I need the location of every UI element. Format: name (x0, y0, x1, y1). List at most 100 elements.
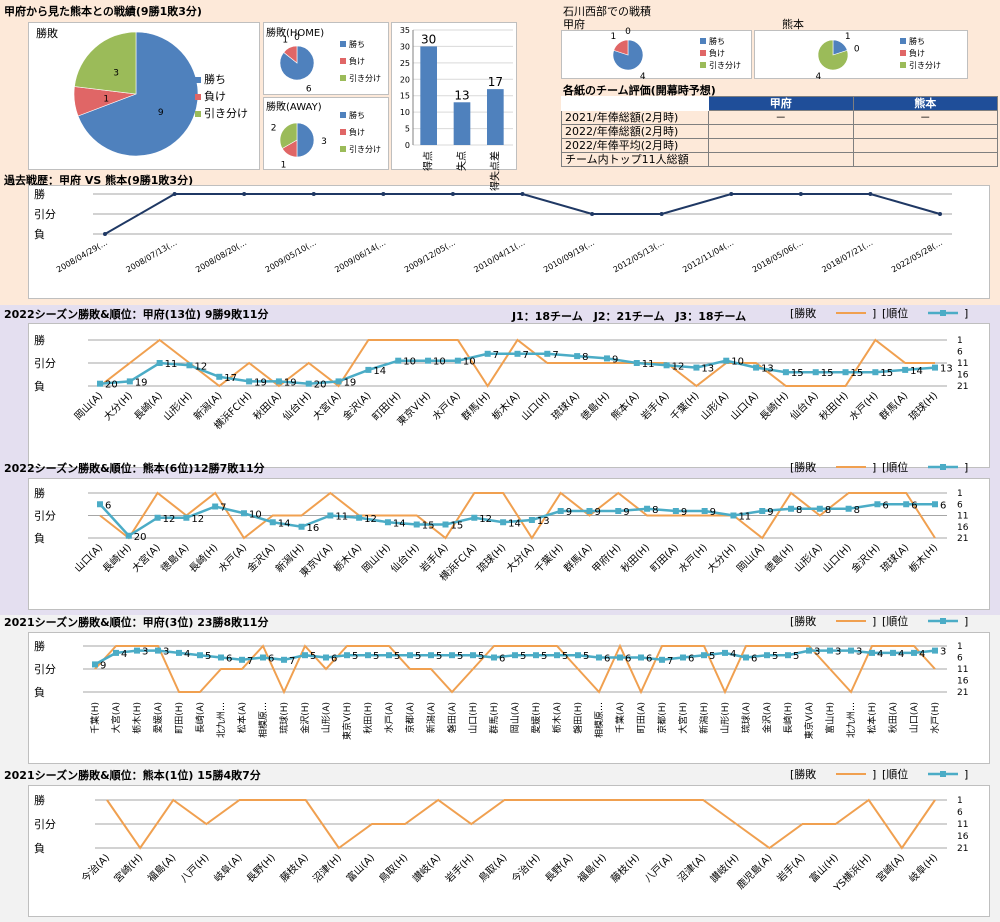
s2022-kofu-category-label: 岩手(A) (638, 389, 672, 423)
s2022-kofu-category-label: 秋田(A) (250, 389, 284, 423)
s2022-kumamoto-rank-point (528, 517, 535, 523)
s2022-kumamoto-rank-label: 11 (335, 512, 348, 523)
s2022-kumamoto-rank-label: 9 (623, 507, 629, 518)
s2021-kofu-rank-point (869, 649, 875, 656)
history-category-label: 2009/06/14(… (333, 238, 387, 274)
s2022-kumamoto-category-label: 岡山(H) (360, 542, 394, 576)
s2022-kumamoto-rank-point (269, 519, 276, 526)
s2022-kofu-rank-label: 13 (701, 364, 714, 375)
s2021-kofu-category-label: 大宮(A) (110, 702, 122, 733)
pie-total-slice-0 (77, 31, 199, 157)
s2022-kumamoto-category-label: 仙台(H) (388, 541, 422, 575)
bar-ytick-4: 20 (400, 75, 410, 84)
s2022-kumamoto-rank-point (154, 514, 161, 521)
s2022-kumamoto-rank-point (759, 508, 766, 514)
s2021-kumamoto-category-label: 讃岐(A) (410, 851, 444, 885)
s2022-kumamoto-rank-label: 12 (479, 514, 492, 525)
s2021-kofu-rank-point (554, 652, 560, 659)
s2021-kofu-rank-point (113, 649, 119, 656)
s2021-kofu-category-label: 相模原… (593, 702, 605, 738)
s2022-kumamoto-rank-point (730, 512, 737, 519)
s2022-kofu-rank-label: 10 (403, 357, 416, 368)
history-category-label: 2009/05/10(… (264, 238, 318, 274)
ishikawa-team-b: 熊本 (782, 18, 804, 31)
pie-ishikawa-kumamoto-slice-2 (817, 39, 849, 71)
s2022-kumamoto-rank-label: 6 (882, 500, 888, 511)
s2022-kofu-rank-point (156, 360, 163, 366)
s2021-kofu-rank-tick-4: 21 (957, 688, 968, 698)
s2022-kofu-rank-point (663, 362, 670, 369)
pie-ishikawa-kofu-legend-swatch-2 (700, 62, 706, 68)
history-result-point (172, 192, 177, 196)
s2022-kofu-category-label: 徳島(H) (578, 389, 612, 423)
pie-away-title: 勝敗(AWAY) (266, 100, 322, 113)
s2021-kofu-rank-label: 5 (457, 651, 463, 662)
pie-ishikawa-kumamoto-slice-label-1: 0 (854, 44, 860, 54)
s2022-kumamoto-category-label: 金沢(A) (244, 541, 278, 575)
s2022-kofu-rank-point (484, 350, 491, 357)
s2022-kofu-rank-label: 19 (135, 377, 148, 388)
s2021-kofu-rank-label: 6 (751, 654, 757, 665)
s2021-kofu-rank-tick-1: 6 (957, 654, 963, 664)
s2021-kofu-legend-result-close: ] (872, 615, 876, 628)
s2022-kofu-rank-point (365, 366, 372, 373)
s2021-kofu-rank-point (932, 647, 938, 654)
s2021-kofu-legend-rank-close: ] (964, 615, 968, 628)
s2021-kofu-rank-point (890, 649, 896, 656)
s2022-kumamoto-category-label: 徳島(H) (762, 541, 796, 575)
s2022-kumamoto-rank-tick-1: 6 (957, 500, 963, 510)
s2022-kumamoto-rank-label: 14 (393, 518, 406, 529)
s2022-kumamoto-category-label: 長崎(H) (100, 541, 134, 575)
s2022-kumamoto-box (28, 478, 990, 610)
s2022-kumamoto-rank-label: 12 (163, 514, 176, 525)
s2021-kofu-category-label: 磐田(A) (446, 702, 458, 733)
pie-ishikawa-kumamoto-slice-label-0: 1 (845, 32, 851, 42)
s2021-kofu-rank-point (155, 647, 161, 654)
pie-total-slice-label-1: 1 (103, 95, 109, 105)
s2022-kofu-rank-point (246, 378, 253, 385)
s2022-kofu-rank-label: 15 (880, 368, 893, 379)
pie-home-legend-swatch-1 (340, 58, 346, 64)
history-category-label: 2008/07/13(… (125, 238, 179, 274)
s2021-kofu-rank-tick-2: 11 (957, 665, 968, 675)
s2021-kofu-category-label: 北九州… (216, 702, 227, 738)
s2021-kofu-rank-label: 5 (541, 651, 547, 662)
s2022-kofu-rank-point (216, 373, 223, 380)
s2021-kofu-legend-rank-label: [順位 (882, 614, 908, 628)
s2022-kumamoto-legend-result-close: ] (872, 461, 876, 474)
s2022-kofu-rank-label: 15 (791, 368, 804, 379)
pie-ishikawa-kumamoto-legend-swatch-0 (900, 38, 906, 44)
s2022-kofu-rank-point (544, 350, 551, 357)
s2022-kofu-category-label: 琉球(H) (906, 389, 940, 423)
s2021-kumamoto-category-label: 福島(A) (145, 851, 179, 885)
s2022-kofu-category-label: 山形(A) (698, 390, 731, 423)
s2022-kumamoto-category-label: 大宮(A) (129, 541, 163, 575)
s2022-kumamoto-category-label: 水戸(H) (676, 542, 710, 576)
ishikawa-title: 石川西部での戦積 (563, 5, 651, 18)
s2021-kofu-rank-label: 5 (373, 651, 379, 662)
s2021-kumamoto-category-label: 岐阜(H) (906, 851, 940, 885)
pie-ishikawa-kumamoto-legend-swatch-2 (900, 62, 906, 68)
s2021-kumamoto-ylabel-1: 引分 (34, 817, 56, 831)
s2022-kofu-category-label: 琉球(A) (549, 389, 583, 423)
main-title: 甲府から見た熊本との戦績(9勝1敗3分) (4, 5, 202, 18)
pie-total-legend-label-0: 勝ち (204, 72, 226, 86)
s2022-kumamoto-rank-point (672, 508, 679, 514)
s2022-kofu-category-label: 仙台(H) (280, 389, 314, 423)
s2022-kumamoto-category-label: 金沢(H) (848, 541, 882, 575)
bar-value-label-2: 17 (488, 75, 503, 89)
s2021-kumamoto-category-label: 鳥取(A) (476, 851, 510, 885)
s2021-kofu-rank-tick-3: 16 (957, 677, 969, 687)
s2021-kofu-rank-label: 6 (331, 654, 337, 665)
s2022-kumamoto-legend-result-label: [勝敗 (790, 460, 816, 474)
s2022-kofu-category-label: 千葉(H) (667, 389, 701, 423)
history-category-label: 2018/07/21(… (820, 238, 874, 274)
s2022-kumamoto-rank-label: 14 (278, 518, 291, 529)
s2022-kofu-category-label: 東京V(H) (394, 389, 433, 428)
pie-ishikawa-kofu-legend-label-2: 引き分け (709, 61, 741, 70)
s2022-kofu-category-label: 秋田(H) (816, 389, 850, 423)
s2021-kofu-category-label: 山口(H) (468, 702, 479, 734)
s2021-kofu-rank-point (386, 652, 392, 659)
s2022-kofu-title: 2022シーズン勝敗&順位：甲府(13位) 9勝9敗11分 (4, 307, 268, 321)
s2021-kofu-category-label: 水戸(A) (383, 702, 395, 733)
